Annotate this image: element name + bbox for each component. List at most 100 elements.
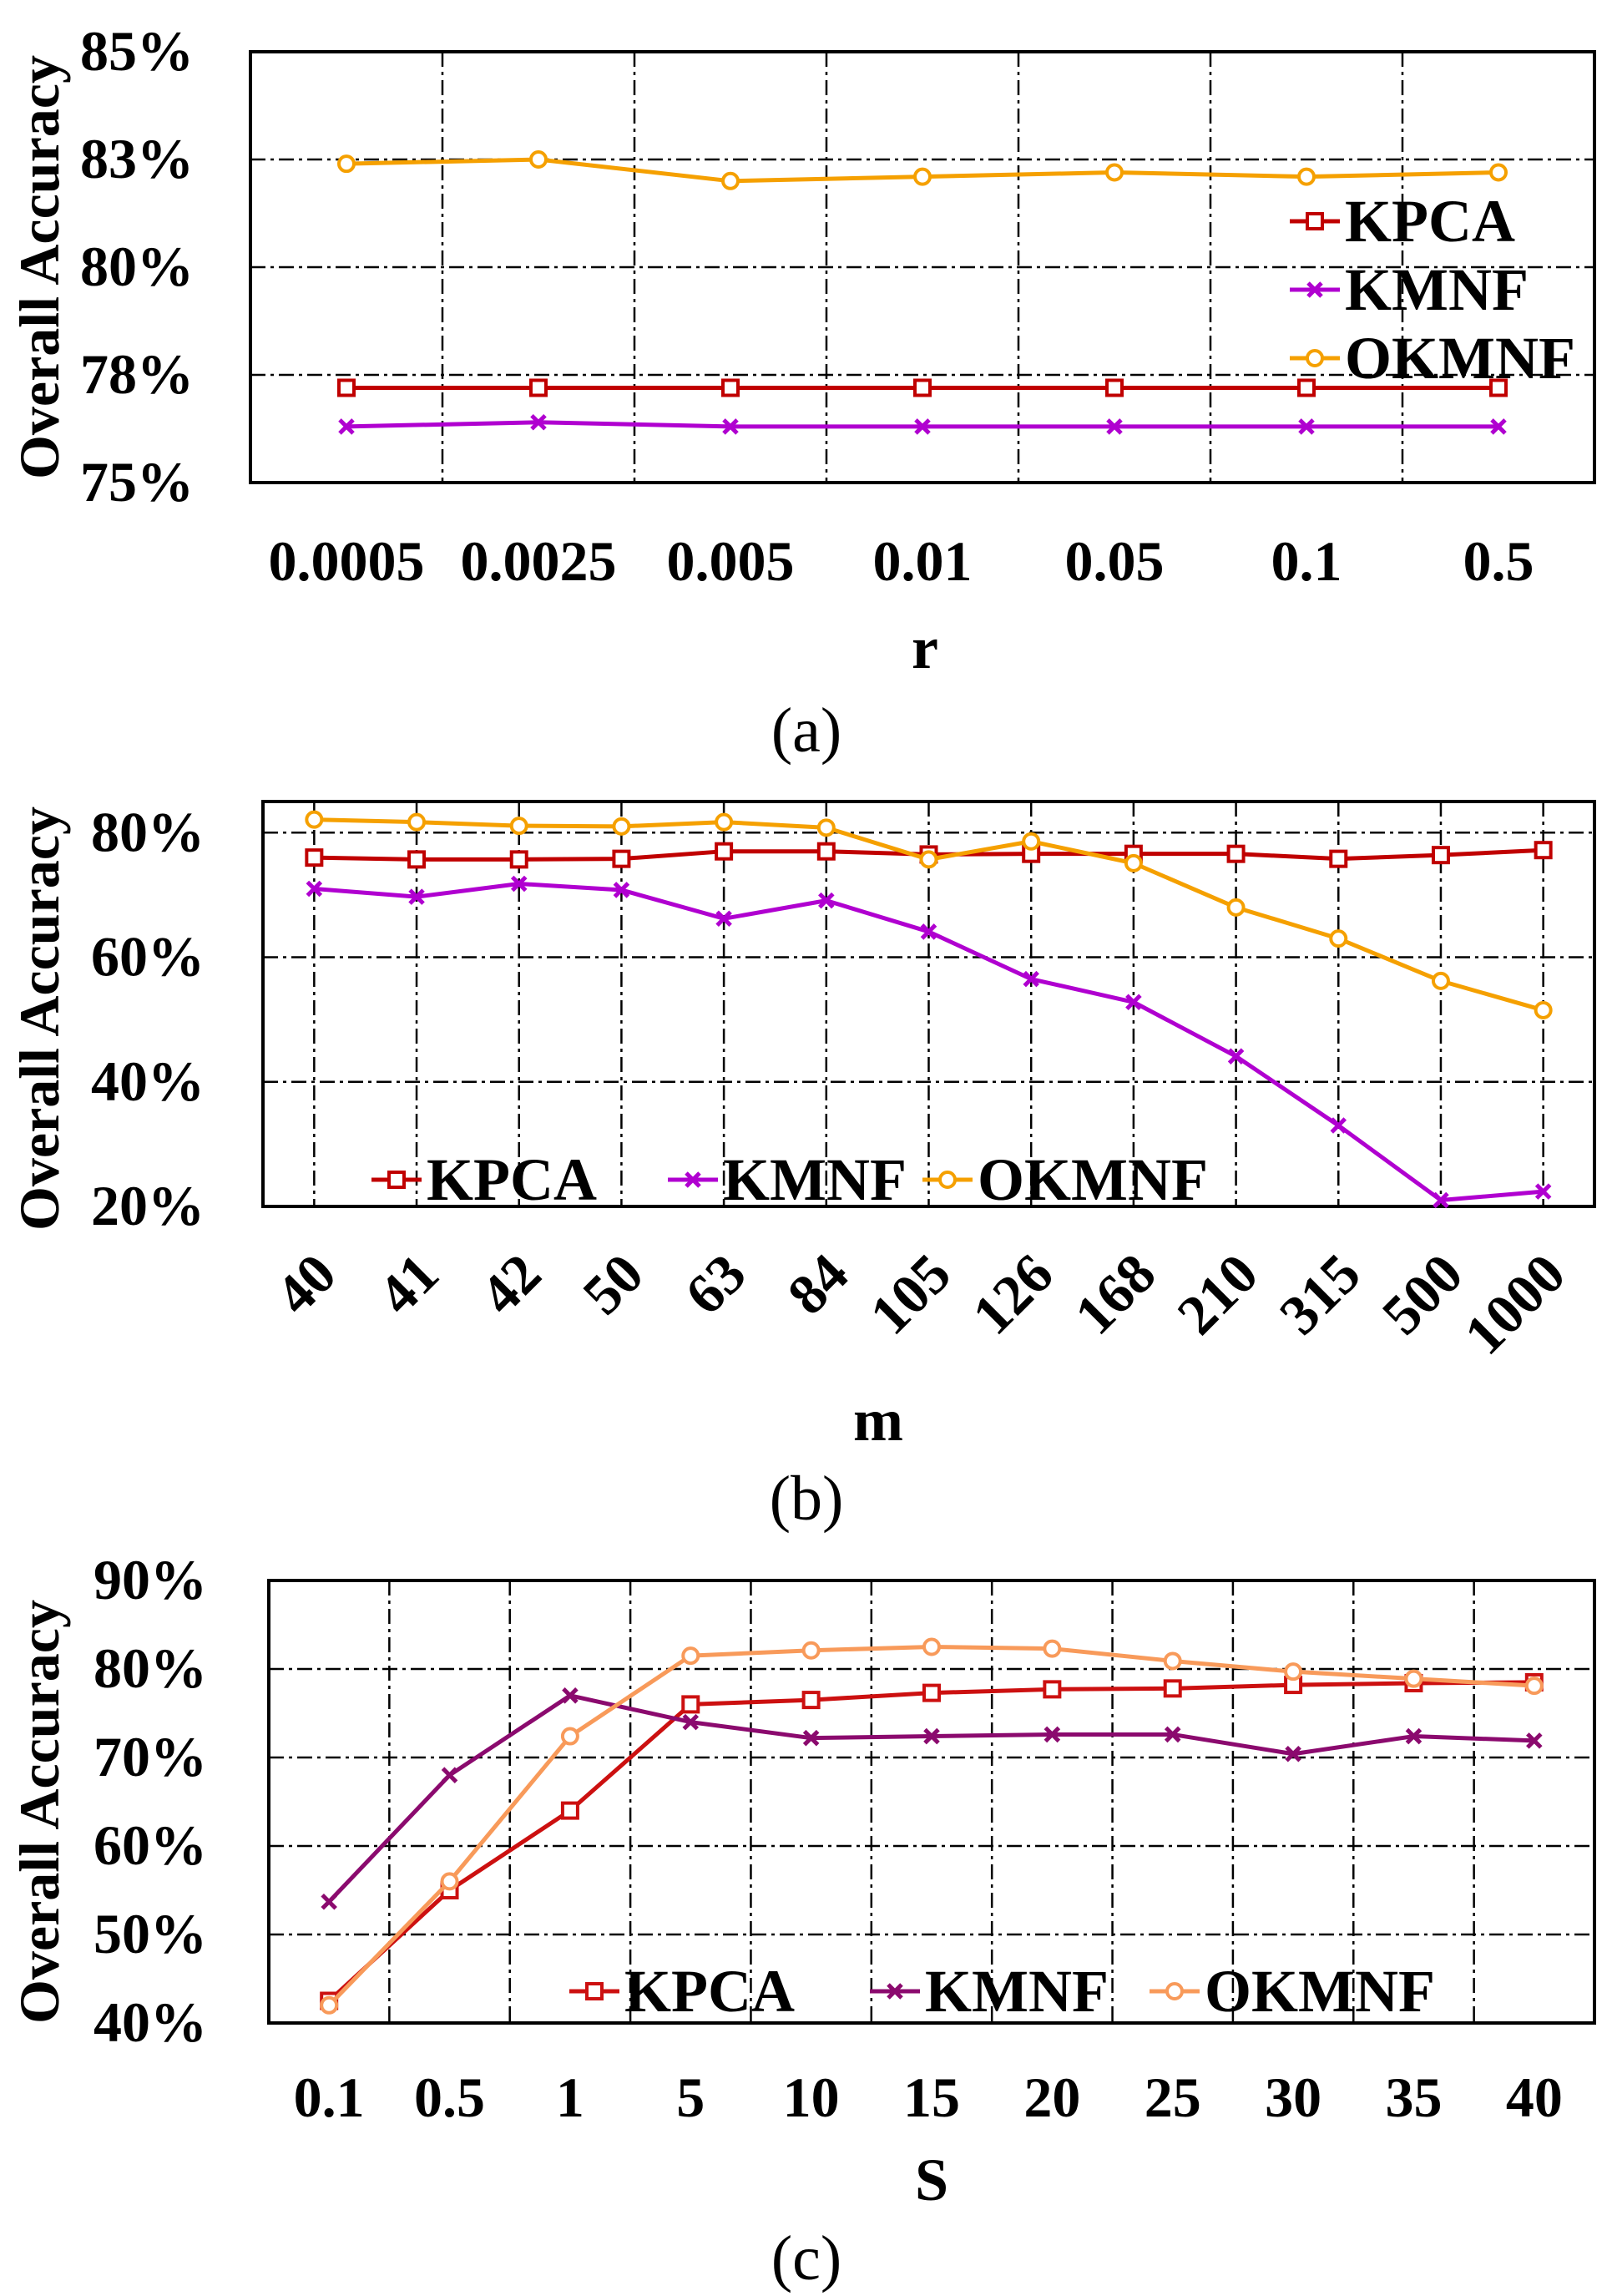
legend-marker bbox=[1306, 349, 1324, 367]
data-point-okmnf bbox=[919, 850, 938, 869]
data-point-okmnf bbox=[922, 1637, 941, 1656]
legend-label: KPCA bbox=[624, 1958, 795, 2025]
x-tick-label: 0.5 bbox=[414, 2066, 485, 2129]
legend-item-kmnf: KMNF bbox=[668, 1146, 907, 1213]
x-tick-label: 20 bbox=[1023, 2066, 1080, 2129]
data-point-kmnf bbox=[914, 418, 931, 435]
data-point-kmnf bbox=[923, 1727, 940, 1745]
data-point-okmnf bbox=[1105, 163, 1124, 182]
data-point-okmnf bbox=[1404, 1669, 1423, 1688]
data-point-kmnf bbox=[613, 882, 630, 898]
x-tick-label: 500 bbox=[1370, 1242, 1475, 1347]
horizontal-gridlines bbox=[263, 832, 1594, 1084]
data-point-kmnf bbox=[306, 880, 323, 898]
legend-label: OKMNF bbox=[1345, 325, 1575, 392]
series-kmnf bbox=[338, 413, 1507, 435]
y-tick-label: 80% bbox=[93, 1636, 207, 1700]
x-tick-label: 1000 bbox=[1452, 1242, 1577, 1367]
data-point-kpca bbox=[922, 1683, 941, 1702]
data-point-okmnf bbox=[721, 171, 740, 190]
x-tick-label: 0.1 bbox=[294, 2066, 365, 2129]
x-tick-label: 35 bbox=[1385, 2066, 1442, 2129]
legend-item-okmnf: OKMNF bbox=[922, 1146, 1208, 1213]
data-point-okmnf bbox=[1329, 929, 1348, 948]
y-tick-label: 50% bbox=[93, 1902, 207, 1965]
y-tick-label: 83% bbox=[80, 127, 194, 190]
x-tick-label: 0.05 bbox=[1065, 529, 1165, 593]
data-point-kpca bbox=[1163, 1679, 1182, 1698]
x-tick-label: 10 bbox=[783, 2066, 840, 2129]
data-point-kmnf bbox=[321, 1894, 337, 1910]
vertical-gridlines bbox=[441, 52, 1404, 483]
data-point-kpca bbox=[1297, 378, 1316, 397]
data-point-okmnf bbox=[1534, 1000, 1553, 1019]
chart-panel-2: 20% 40% 60% 80% 40 41 42 50 63 841051261682103155… bbox=[8, 800, 1596, 1534]
data-point-kpca bbox=[913, 378, 932, 397]
data-point-okmnf bbox=[1163, 1651, 1182, 1671]
y-tick-label: 40% bbox=[91, 1049, 205, 1113]
horizontal-gridlines bbox=[250, 158, 1594, 377]
data-point-kmnf bbox=[441, 1767, 458, 1783]
y-tick-label: 60% bbox=[93, 1813, 207, 1877]
data-point-kmnf bbox=[1405, 1727, 1423, 1745]
x-tick-label: 42 bbox=[468, 1242, 553, 1327]
legend: KPCA KMNF OKMNF bbox=[569, 1958, 1435, 2025]
x-axis-label: S bbox=[915, 2147, 948, 2213]
legend-item-okmnf: OKMNF bbox=[1150, 1958, 1435, 2025]
data-point-kmnf bbox=[715, 910, 732, 928]
x-tick-label: 0.0005 bbox=[269, 529, 425, 593]
data-point-okmnf bbox=[1022, 832, 1041, 851]
data-point-kpca bbox=[560, 1801, 579, 1820]
data-point-kpca bbox=[612, 849, 631, 868]
data-point-kmnf bbox=[802, 1729, 820, 1747]
data-point-kmnf bbox=[818, 892, 835, 909]
data-point-kpca bbox=[1534, 841, 1553, 860]
data-point-kmnf bbox=[1534, 1183, 1552, 1200]
y-tick-label: 60% bbox=[91, 925, 205, 989]
data-point-kpca bbox=[1226, 844, 1246, 863]
legend-label: KMNF bbox=[723, 1146, 907, 1213]
legend-marker bbox=[685, 1171, 701, 1188]
series-okmnf bbox=[320, 1637, 1544, 2015]
x-tick-label: 84 bbox=[776, 1242, 861, 1327]
panel-caption: (a) bbox=[771, 695, 841, 766]
data-point-okmnf bbox=[801, 1641, 821, 1660]
y-tick-label: 85% bbox=[80, 19, 194, 83]
y-tick-label: 78% bbox=[80, 342, 194, 406]
data-point-kmnf bbox=[338, 418, 355, 435]
data-point-kmnf bbox=[1044, 1726, 1061, 1743]
data-point-kpca bbox=[529, 378, 548, 397]
data-point-kmnf bbox=[408, 888, 425, 905]
data-point-kpca bbox=[801, 1691, 821, 1710]
x-tick-label: 25 bbox=[1145, 2066, 1201, 2129]
legend-label: OKMNF bbox=[978, 1146, 1208, 1213]
data-point-kmnf bbox=[562, 1687, 579, 1704]
data-point-kpca bbox=[1043, 1680, 1062, 1699]
data-point-okmnf bbox=[320, 1995, 339, 2015]
data-point-okmnf bbox=[337, 154, 356, 174]
y-axis-label: Overall Accuracy bbox=[8, 1600, 71, 2024]
x-tick-label: 105 bbox=[857, 1242, 963, 1347]
data-point-okmnf bbox=[1284, 1662, 1303, 1682]
data-point-okmnf bbox=[1431, 971, 1450, 990]
legend-item-kpca: KPCA bbox=[1290, 188, 1515, 255]
y-tick-label: 90% bbox=[93, 1548, 207, 1611]
series-kpca bbox=[337, 378, 1508, 397]
y-axis-label: Overall Accuracy bbox=[8, 807, 71, 1231]
chart-panel-3: 40%50%60%70%80%90%0.1 0.5 1 5 10 15 20 25 30 35 40… bbox=[8, 1548, 1596, 2293]
legend-marker bbox=[938, 1171, 957, 1189]
legend: KPCA KMNF OKMNF bbox=[371, 1146, 1208, 1213]
y-axis-label: Overall Accuracy bbox=[8, 55, 71, 479]
legend-marker bbox=[387, 1171, 406, 1189]
data-point-okmnf bbox=[612, 817, 631, 836]
data-point-kpca bbox=[681, 1695, 700, 1714]
legend-label: KMNF bbox=[925, 1958, 1109, 2025]
plot-frame bbox=[267, 1579, 1596, 2025]
legend-marker bbox=[1165, 1982, 1184, 2000]
data-point-kpca bbox=[1329, 849, 1348, 868]
x-tick-label: 0.5 bbox=[1463, 529, 1534, 593]
data-point-kmnf bbox=[1106, 418, 1123, 435]
x-tick-label: 0.01 bbox=[873, 529, 973, 593]
x-tick-label: 40 bbox=[263, 1242, 348, 1327]
legend-marker bbox=[585, 1982, 604, 2000]
